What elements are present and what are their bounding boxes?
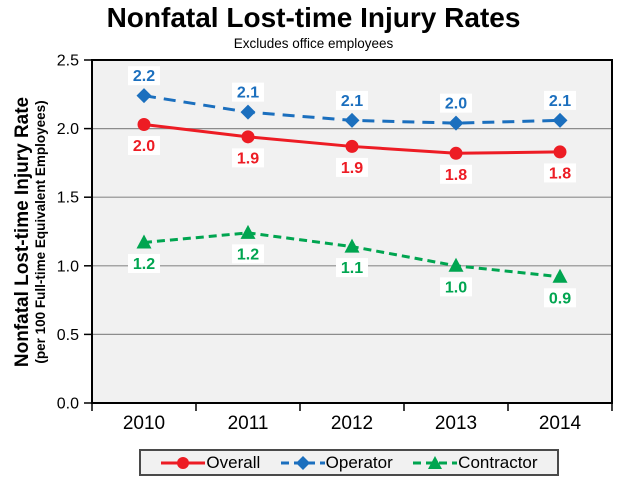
data-label-box-contractor-2010 [128,253,160,273]
chart-title: Nonfatal Lost-time Injury Rates [106,2,521,33]
legend-item-operator: Operator [280,453,393,473]
y-tick-label: 1.0 [57,258,79,275]
data-label-box-operator-2014 [544,90,576,110]
data-label-box-contractor-2011 [232,244,264,264]
data-label-operator-2013: 2.0 [445,96,467,113]
data-label-contractor-2011: 1.2 [237,246,259,263]
data-label-overall-2013: 1.8 [445,167,467,184]
x-tick-label: 2010 [123,413,165,434]
legend-item-contractor: Contractor [412,452,538,473]
marker-circle-overall-2012 [345,139,359,153]
data-label-operator-2011: 2.1 [237,85,259,102]
marker-triangle-contractor-2010 [136,234,152,249]
y-tick-label: 0.0 [57,396,79,413]
marker-triangle-contractor-2014 [552,268,568,283]
marker-circle-overall-2013 [449,146,463,160]
x-tick-label: 2013 [435,413,477,434]
data-label-box-contractor-2013 [440,277,472,297]
legend-swatch-svg [161,456,206,469]
legend-marker-contractor-icon [412,455,458,471]
x-tick-label: 2011 [228,413,269,434]
legend-marker-operator [295,455,310,470]
data-label-contractor-2012: 1.1 [341,260,363,277]
data-label-box-overall-2012 [336,157,368,177]
data-label-box-overall-2011 [232,148,264,168]
y-tick-label: 2.0 [57,121,79,138]
marker-triangle-contractor-2011 [240,224,256,239]
marker-diamond-operator-2011 [240,104,256,120]
y-tick-label: 0.5 [57,327,79,344]
y-tick-label: 2.5 [57,53,79,70]
data-label-box-operator-2013 [440,93,472,113]
legend-label-contractor: Contractor [458,452,538,472]
legend-item-overall: Overall [160,453,260,473]
data-label-contractor-2014: 0.9 [549,290,571,307]
marker-triangle-contractor-2012 [344,238,360,253]
data-label-overall-2014: 1.8 [549,165,571,182]
data-label-contractor-2010: 1.2 [133,256,155,273]
data-label-contractor-2013: 1.0 [445,279,467,296]
marker-diamond-operator-2014 [552,112,568,128]
data-label-box-overall-2010 [128,135,160,155]
legend-swatch-svg [280,455,325,470]
data-label-box-operator-2012 [336,90,368,110]
legend: Overall Operator Contractor [139,449,559,476]
marker-circle-overall-2010 [137,117,151,131]
data-label-operator-2010: 2.2 [133,68,155,85]
data-label-overall-2012: 1.9 [341,160,363,177]
legend-marker-contractor [428,455,443,469]
data-label-box-overall-2013 [440,164,472,184]
marker-triangle-contractor-2013 [448,257,464,272]
marker-circle-overall-2011 [241,130,255,144]
legend-marker-operator-icon [280,455,326,471]
marker-diamond-operator-2010 [136,88,152,104]
data-label-overall-2010: 2.0 [133,138,155,155]
data-label-box-operator-2011 [232,82,264,102]
plot-border [91,59,613,404]
x-tick-label: 2012 [331,413,373,434]
legend-label-operator: Operator [325,452,393,472]
marker-diamond-operator-2012 [344,112,360,128]
legend-marker-overall-icon [160,455,206,471]
plot-background [92,60,612,403]
x-tick-label: 2014 [539,413,582,434]
data-label-box-contractor-2014 [544,288,576,308]
legend-swatch-svg [413,455,458,469]
marker-diamond-operator-2013 [448,115,464,131]
y-tick-label: 1.5 [57,190,79,207]
legend-marker-overall [177,456,190,469]
legend-label-overall: Overall [206,452,261,472]
marker-circle-overall-2014 [553,145,567,159]
data-label-box-overall-2014 [544,163,576,183]
data-label-operator-2012: 2.1 [341,93,363,110]
chart-subtitle: Excludes office employees [233,36,394,51]
data-label-box-operator-2010 [128,66,160,86]
data-label-overall-2011: 1.9 [237,150,259,167]
data-label-box-contractor-2012 [336,258,368,278]
data-label-operator-2014: 2.1 [549,93,571,110]
